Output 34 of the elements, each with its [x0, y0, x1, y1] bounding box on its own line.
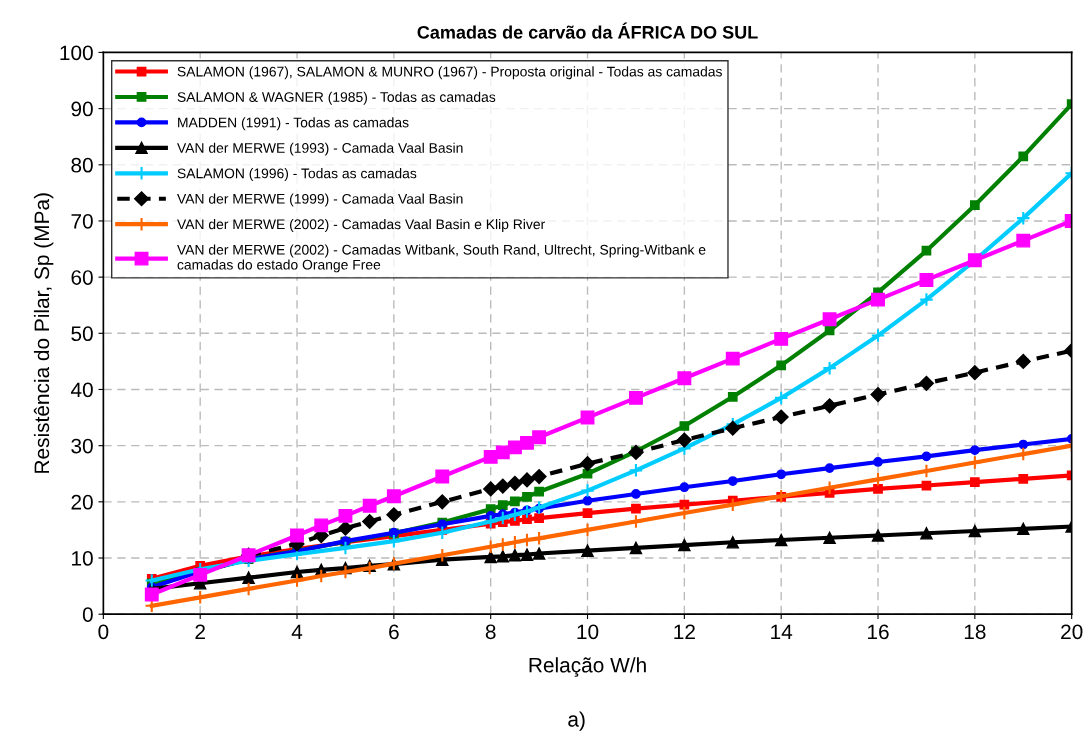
legend-label: SALAMON (1996) - Todas as camadas [177, 168, 417, 182]
text: a) [568, 711, 585, 731]
x-tick-label: 12 [674, 624, 695, 639]
y-tick-label: 40 [70, 382, 93, 398]
legend-label: VAN der MERWE (2002) - Camadas Vaal Basin e Klip River [177, 219, 545, 232]
y-tick-label: 20 [71, 494, 93, 510]
chart-title: Camadas de carvão da ÁFRICA DO SUL [417, 22, 758, 39]
y-tick-label: 100 [60, 45, 93, 61]
x-tick-label: 6 [389, 624, 399, 640]
y-tick-label: 30 [71, 438, 93, 454]
x-tick-label: 18 [964, 624, 986, 640]
y-tick-label: 60 [71, 270, 93, 285]
y-tick-label: 90 [71, 101, 93, 117]
x-axis-title: Relação W/h [529, 657, 646, 677]
legend-label: MADDEN (1991) - Todas as camadas [178, 117, 409, 131]
y-tick-label: 0 [82, 607, 93, 622]
legend-label: SALAMON (1967), SALAMON & MUNRO (1967) - Proposta original - Todas as camadas [177, 66, 722, 80]
legend-label: VAN der MERWE (1999) - Camada Vaal Basin [177, 193, 463, 207]
legend-label: SALAMON & WAGNER (1985) - Todas as camadas [177, 91, 496, 105]
y-tick-label: 70 [71, 213, 93, 229]
y-tick-label: 10 [72, 551, 93, 566]
x-tick-label: 2 [195, 624, 205, 639]
y-tick-label: 50 [71, 326, 93, 342]
x-tick-label: 4 [291, 624, 303, 639]
x-tick-label: 10 [577, 624, 599, 640]
x-tick-label: 14 [771, 624, 793, 639]
x-tick-label: 16 [868, 624, 889, 640]
x-tick-label: 20 [1061, 624, 1083, 640]
legend-label: VAN der MERWE (1993) - Camada Vaal Basin [177, 142, 463, 156]
x-tick-label: 0 [98, 624, 109, 640]
y-tick-label: 80 [71, 157, 93, 173]
legend-label: VAN der MERWE (2002) - Camadas Witbank, South Rand, Ultrecht, Spring-Witbank e camadas do estado Orange Free [177, 244, 706, 273]
x-tick-label: 8 [485, 624, 496, 640]
y-axis-title: Resistência do Pilar, Sp (MPa) [33, 193, 54, 473]
